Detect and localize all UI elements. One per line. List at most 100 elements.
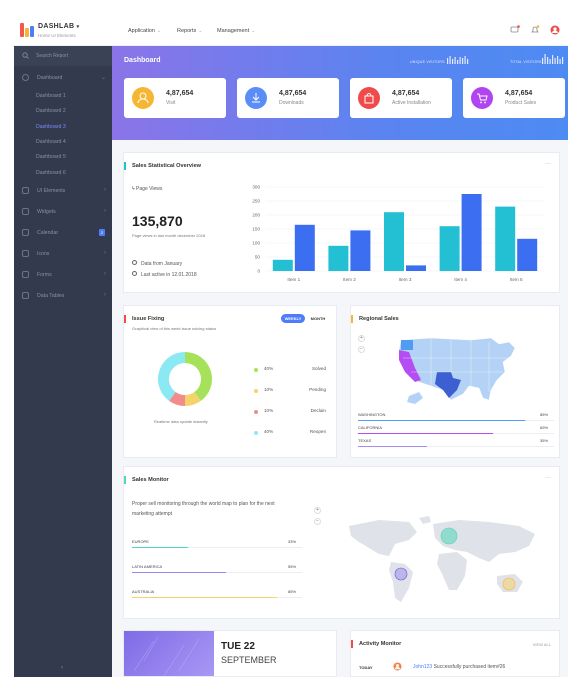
activity-text: Successfully purchased item#26 xyxy=(433,664,506,670)
donut-slice xyxy=(169,391,186,406)
sales-monitor-card: Sales Monitor ··· Proper sell monitoring… xyxy=(123,466,560,619)
us-map xyxy=(398,337,516,404)
more-icon[interactable]: ··· xyxy=(545,161,551,167)
icons-icon xyxy=(22,250,29,257)
card-accent xyxy=(351,640,353,648)
chat-icon[interactable] xyxy=(510,25,520,35)
legend-label: Solved xyxy=(311,366,326,371)
sidebar: Search Report Dashboard ⌄ Dashboard 1 Das… xyxy=(14,46,112,677)
legend-pct: 10% xyxy=(264,408,274,413)
progress-percent: 85% xyxy=(288,589,297,594)
chevron-right-icon: › xyxy=(104,271,106,277)
progress-percent: 35% xyxy=(540,438,549,443)
sidebar-item-dashboard[interactable]: Dashboard ⌄ xyxy=(14,71,112,85)
bar xyxy=(384,212,404,271)
chevron-right-icon: › xyxy=(104,250,106,256)
sidebar-sub-dashboard-2[interactable]: Dashboard 2 xyxy=(36,108,66,114)
legend-label: Declain xyxy=(310,408,326,413)
card-accent xyxy=(124,476,126,484)
stat-card-active-installation[interactable]: 4,87,654 Active Installation xyxy=(350,78,452,118)
sidebar-search[interactable]: Search Report xyxy=(14,46,112,66)
donut-slice xyxy=(184,352,212,401)
card-title: Activity Monitor xyxy=(359,641,402,647)
page-views-label: ϟ Page Views xyxy=(132,186,163,192)
y-tick-label: 100 xyxy=(252,241,260,246)
x-tick-label: Item 1 xyxy=(287,277,300,282)
progress-fill xyxy=(358,420,525,421)
legend-label: Reopen xyxy=(309,429,326,434)
chevron-right-icon: › xyxy=(104,187,106,193)
progress-label: EUROPE xyxy=(132,539,149,544)
activity-user-link[interactable]: John123 xyxy=(413,664,433,670)
chevron-down-icon: ⌄ xyxy=(156,28,162,34)
user-icon xyxy=(132,87,154,109)
zoom-out-button[interactable]: − xyxy=(314,518,321,525)
sidebar-item-icons[interactable]: Icons › xyxy=(14,247,112,261)
sales-bar-chart: 0 50 100 150 200 250 300 Item 1 Item 2 Item 3 Item… xyxy=(252,185,544,282)
date-month: SEPTEMBER xyxy=(221,655,277,665)
nav-application[interactable]: Application ⌄ xyxy=(128,28,162,34)
sidebar-sub-dashboard-6[interactable]: Dashboard 6 xyxy=(36,170,66,176)
stat-label: Active Installation xyxy=(392,100,431,106)
activity-item: John123 Successfully purchased item#26 xyxy=(413,664,505,670)
sidebar-sub-dashboard-1[interactable]: Dashboard 1 xyxy=(36,93,66,99)
stat-value: 4,87,654 xyxy=(392,90,420,97)
bag-icon xyxy=(358,87,380,109)
bell-icon[interactable] xyxy=(530,25,540,35)
world-map xyxy=(349,516,535,602)
progress-track xyxy=(132,547,302,548)
marker-europe xyxy=(440,527,458,545)
tab-weekly[interactable]: WEEKLY xyxy=(281,314,305,323)
legend-pct: 10% xyxy=(264,387,274,392)
stat-value: 4,87,654 xyxy=(166,90,194,97)
zoom-out-button[interactable]: − xyxy=(358,346,365,353)
stat-label: Product Sales xyxy=(505,100,537,106)
date-day: TUE 22 xyxy=(221,641,255,652)
sidebar-item-calendar[interactable]: Calendar 2 xyxy=(14,226,112,240)
main-content: Dashboard UNIQUE VISITORS TOTAL VISITORS… xyxy=(112,46,568,677)
more-icon[interactable]: ··· xyxy=(545,475,551,481)
sidebar-item-ui-elements[interactable]: UI Elements › xyxy=(14,184,112,198)
total-visitors-sparkline xyxy=(542,54,564,64)
brand-name[interactable]: DASHLAB ▾ xyxy=(38,23,80,30)
bar xyxy=(517,238,538,271)
legend-dot xyxy=(254,409,258,414)
search-input[interactable]: Search Report xyxy=(36,53,69,59)
nav-management[interactable]: Management ⌄ xyxy=(217,28,256,34)
stat-card-product-sales[interactable]: 4,87,654 Product Sales xyxy=(463,78,565,118)
dashboard-header: Dashboard UNIQUE VISITORS TOTAL VISITORS… xyxy=(112,46,568,140)
sidebar-item-widgets[interactable]: Widgets › xyxy=(14,205,112,219)
search-icon xyxy=(22,52,29,59)
card-title: Regional Sales xyxy=(359,316,399,322)
stat-value: 4,87,654 xyxy=(505,90,533,97)
data-from-row: Data from January xyxy=(132,260,182,267)
logo-icon xyxy=(20,23,34,37)
bar xyxy=(272,259,293,271)
nav-reports[interactable]: Reports ⌄ xyxy=(177,28,203,34)
sidebar-sub-dashboard-3[interactable]: Dashboard 3 xyxy=(36,124,66,130)
sidebar-item-forms[interactable]: Forms › xyxy=(14,268,112,282)
stat-card-visit[interactable]: 4,87,654 Visit xyxy=(124,78,226,118)
progress-track xyxy=(358,446,554,447)
zoom-in-button[interactable]: + xyxy=(358,335,365,342)
bar xyxy=(406,265,426,271)
stat-label: Visit xyxy=(166,100,176,106)
card-accent xyxy=(351,315,353,323)
circle-icon xyxy=(132,271,137,276)
progress-percent: 33% xyxy=(288,539,297,544)
progress-fill xyxy=(358,446,427,447)
progress-percent: 69% xyxy=(540,425,549,430)
tab-month[interactable]: MONTH xyxy=(310,316,326,321)
issue-fixing-card: Issue Fixing Graphical view of this week… xyxy=(123,305,337,458)
sidebar-sub-dashboard-4[interactable]: Dashboard 4 xyxy=(36,139,66,145)
sidebar-item-data-tables[interactable]: Data Tables › xyxy=(14,289,112,303)
activity-day-label: TODAY xyxy=(359,665,373,670)
stat-card-downloads[interactable]: 4,87,654 Downloads xyxy=(237,78,339,118)
avatar[interactable] xyxy=(550,25,560,35)
total-visitors-label: TOTAL VISITORS xyxy=(510,60,542,64)
collapse-sidebar-icon[interactable]: ‹ xyxy=(61,665,63,671)
zoom-in-button[interactable]: + xyxy=(314,507,321,514)
sidebar-sub-dashboard-5[interactable]: Dashboard 5 xyxy=(36,154,66,160)
y-tick-label: 300 xyxy=(252,185,260,190)
view-all-link[interactable]: VIEW ALL xyxy=(532,642,551,647)
